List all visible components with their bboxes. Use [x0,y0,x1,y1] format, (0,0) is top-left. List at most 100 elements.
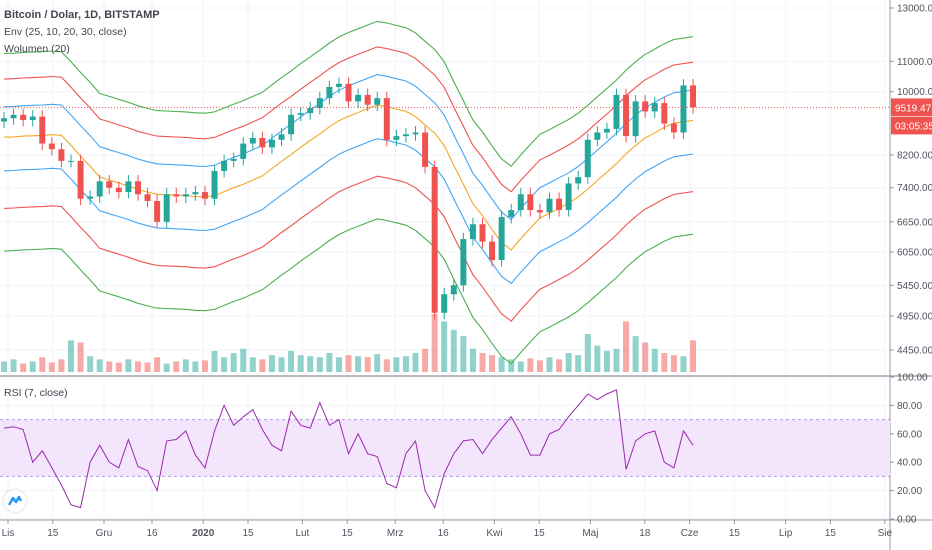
candle-body [230,158,237,161]
time-axis-label: Sie [878,528,893,539]
volume-bar [268,355,275,372]
volume-bar [230,353,237,372]
rsi-band-fill [0,419,890,477]
countdown-label: 03:05:35 [895,121,932,132]
time-axis-label: 2020 [192,528,215,539]
volume-indicator-label[interactable]: Wolumen (20) [4,43,70,55]
candle-body [192,192,199,195]
envelope-lower-20 [3,175,694,322]
volume-bar [690,340,697,372]
volume-bar [77,342,84,372]
volume-bar [584,334,591,372]
volume-bar [297,355,304,372]
rsi-indicator-label[interactable]: RSI (7, close) [4,387,68,399]
volume-bar [201,360,208,372]
volume-bar [211,350,218,372]
candle-body [87,196,94,199]
candle-body [182,194,189,197]
volume-bar [460,336,467,372]
volume-bar [163,363,170,372]
rsi-axis-label: 40.00 [897,458,922,469]
price-axis-label: 7400.00 [897,183,932,194]
candle-body [594,132,601,140]
rsi-axis-label: 100.00 [897,373,928,384]
envelope-lower-10 [3,138,694,285]
candle-body [163,194,170,222]
candle-body [173,194,180,197]
candle-body [632,101,639,137]
candle-body [1,118,7,122]
envelope-upper-20 [3,46,694,193]
volume-bar [402,356,409,372]
candle-body [67,160,74,162]
volume-bar [10,359,17,372]
time-axis-label: Lip [779,528,793,539]
envelope-indicator-label[interactable]: Env (25, 10, 20, 30, close) [4,26,127,38]
candle-body [450,285,457,295]
volume-bar [20,363,27,372]
candle-body [374,98,381,105]
volume-bar [441,321,448,372]
candle-body [603,128,610,133]
candle-body [441,294,448,313]
time-axis-label: Mrz [387,528,404,539]
candle-body [613,94,620,129]
volume-bar [479,353,486,372]
candle-body [690,85,697,108]
volume-bar [67,340,74,372]
volume-bar [1,361,7,372]
volume-bar [431,314,438,372]
price-axis-label: 6650.00 [897,217,932,228]
volume-bar [240,348,247,372]
candle-body [20,114,27,121]
price-axis-label: 4450.00 [897,345,932,356]
candle-body [536,210,543,213]
tradingview-logo-icon[interactable] [4,490,26,512]
candle-body [115,187,122,193]
volume-bar [106,361,113,372]
volume-bar [517,361,524,372]
volume-bar [29,361,36,372]
volume-bar [603,350,610,372]
time-axis-label: Gru [96,528,113,539]
candle-body [58,149,65,161]
volume-bar [651,348,658,372]
candle-body [154,200,161,222]
time-axis-label: 15 [47,528,59,539]
volume-bar [48,362,55,372]
symbol-title[interactable]: Bitcoin / Dolar, 1D, BITSTAMP [4,9,160,21]
candle-body [422,132,429,167]
candle-body [259,137,266,148]
candle-body [77,160,84,199]
volume-bar [393,357,400,372]
volume-bar [594,345,601,372]
candle-body [575,177,582,184]
volume-bar [374,354,381,372]
volume-bar [125,359,132,372]
time-axis-label: 15 [729,528,741,539]
candle-body [383,98,390,140]
candle-body [335,83,342,87]
volume-bar [642,342,649,372]
time-axis-label: Lis [2,528,15,539]
volume-bar [96,359,103,372]
candle-body [412,132,419,135]
candle-body [106,181,113,188]
candle-body [393,136,400,140]
candle-body [201,192,208,199]
candle-body [556,198,563,211]
candle-body [326,86,333,99]
candle-body [623,94,630,137]
candle-body [670,123,677,133]
volume-bar [58,359,65,372]
candle-body [584,139,591,178]
volume-bar [489,355,496,372]
candle-body [240,143,247,159]
volume-bar [680,356,687,372]
candle-body [479,224,486,242]
candle-body [221,160,228,171]
candle-body [345,83,352,102]
time-axis-label: 15 [242,528,254,539]
candle-body [144,194,151,201]
